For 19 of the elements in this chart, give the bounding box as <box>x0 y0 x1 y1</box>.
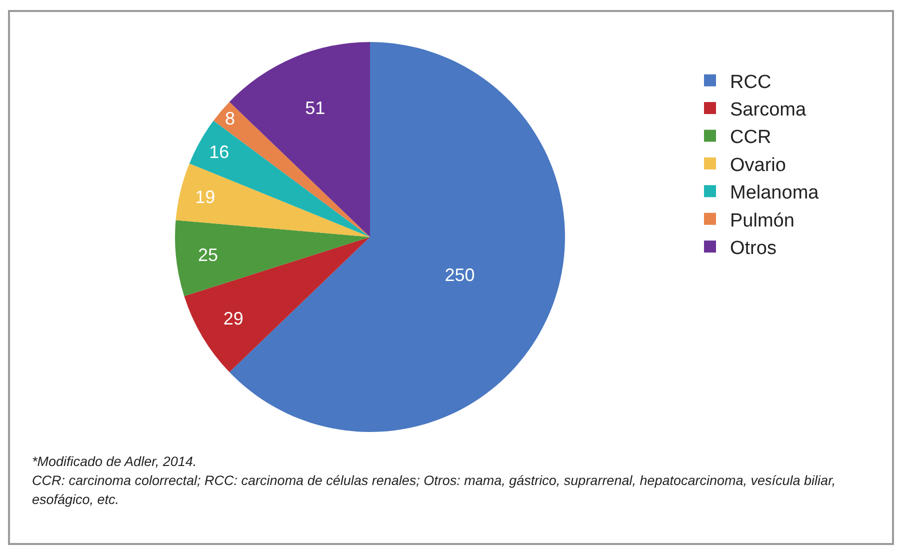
data-label: 250 <box>444 265 475 286</box>
text: *Modificado de Adler, 2014. <box>32 453 198 471</box>
data-label: 51 <box>305 98 326 118</box>
legend-label: Melanoma <box>730 182 820 204</box>
legend-label: Sarcoma <box>730 99 806 120</box>
data-label: 8 <box>225 108 236 128</box>
pie-slice <box>175 220 370 296</box>
legend-label: RCC <box>730 72 772 93</box>
legend-label: Pulmón <box>730 210 794 232</box>
data-label: 19 <box>195 187 216 208</box>
legend-label: Ovario <box>730 154 786 176</box>
data-label: 16 <box>209 142 230 162</box>
text: CCR: carcinoma colorrectal; RCC: carcinoma de células renales; Otros: mama, gástrico, suprarrenal, hepatocarcinoma, vesícula biliar, esofágico, etc. <box>32 472 837 509</box>
data-label: 25 <box>198 244 218 265</box>
pie-slice <box>176 163 370 237</box>
data-label: 29 <box>223 308 244 328</box>
pie-slice <box>184 237 370 372</box>
legend-label: Otros <box>730 238 776 259</box>
legend-label: CCR <box>730 127 772 148</box>
